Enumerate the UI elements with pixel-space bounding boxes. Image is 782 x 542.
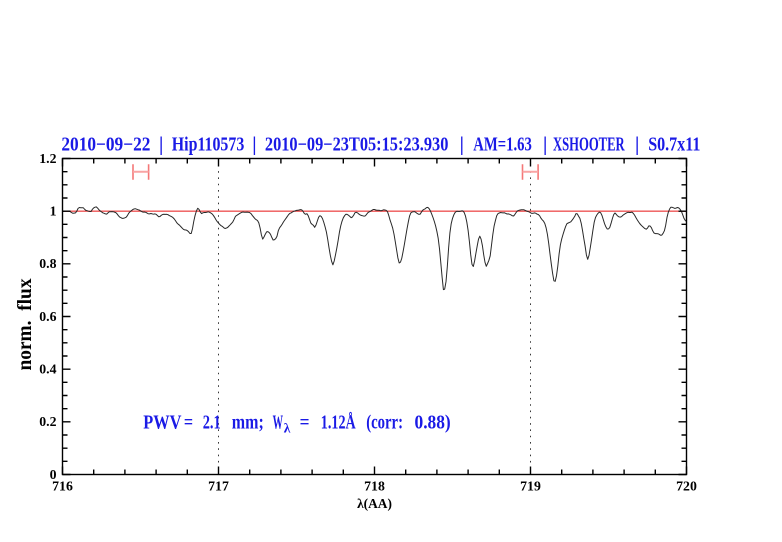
svg-text:719: 719 — [520, 479, 541, 494]
svg-text:718: 718 — [364, 479, 385, 494]
svg-text:2010−09−22|Hip110573|2010−09−2: 2010−09−22 | Hip110573 | 2010−09−23T05:15:23… — [61, 135, 700, 156]
svg-text:0.2: 0.2 — [39, 414, 56, 429]
svg-text:λ(AA): λ(AA) — [357, 496, 392, 511]
svg-text:717: 717 — [208, 479, 229, 494]
svg-text:0.6: 0.6 — [39, 309, 56, 324]
svg-text:PWV=2.1mm;Wλ=1.12Å(corr:0.88): PWV = 2.1 mm; Wλ = 1.12Å (corr: 0.88) — [143, 413, 450, 436]
svg-text:0.4: 0.4 — [39, 362, 56, 377]
svg-text:norm. flux: norm. flux — [15, 278, 36, 370]
svg-text:1: 1 — [50, 204, 57, 219]
svg-text:0: 0 — [50, 467, 57, 482]
svg-text:720: 720 — [676, 479, 697, 494]
svg-text:1.2: 1.2 — [39, 151, 56, 166]
svg-text:0.8: 0.8 — [39, 256, 56, 271]
svg-text:716: 716 — [52, 479, 73, 494]
